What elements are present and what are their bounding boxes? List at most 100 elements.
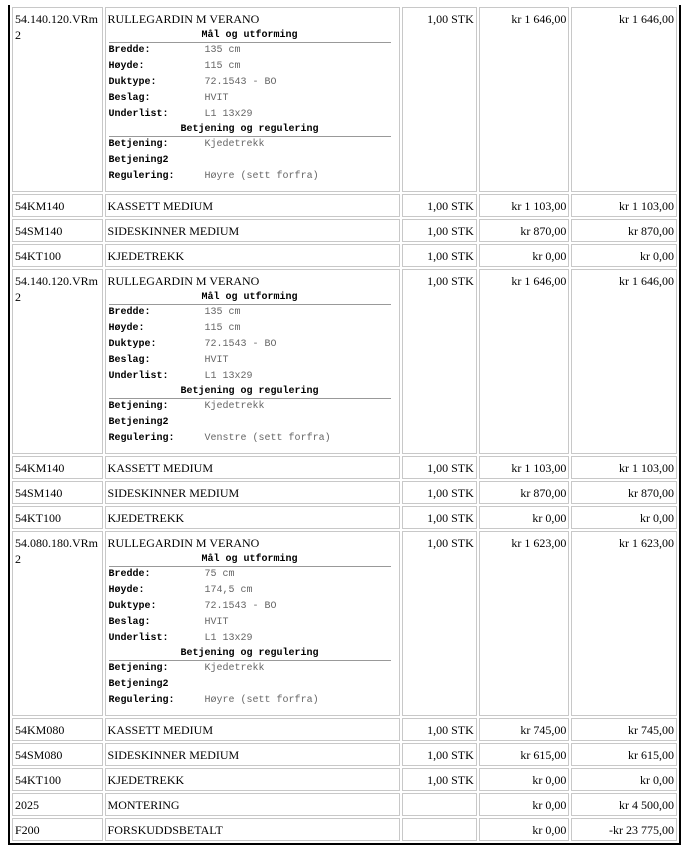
spec-label: Betjening: bbox=[108, 401, 169, 412]
item-description-cell: SIDESKINNER MEDIUM bbox=[104, 743, 401, 766]
item-unit-price: kr 1 103,00 bbox=[478, 194, 570, 217]
order-line-row: 54.140.120.VRm2 RULLEGARDIN M VERANO Mål o… bbox=[12, 7, 677, 192]
spec-row: Betjening: Kjedetrekk bbox=[109, 137, 391, 154]
item-unit-price: kr 0,00 bbox=[478, 818, 570, 841]
spec-value bbox=[205, 677, 391, 693]
spec-label: Betjening2 bbox=[108, 155, 169, 166]
spec-label: Beslag: bbox=[108, 617, 151, 628]
item-description-cell: KJEDETREKK bbox=[104, 506, 401, 529]
spec-row: Underlist: L1 13x29 bbox=[109, 631, 391, 647]
spec-row: Duktype: 72.1543 - BO bbox=[109, 75, 391, 91]
spec-row: Betjening2 bbox=[109, 677, 391, 693]
item-line-total: kr 4 500,00 bbox=[571, 793, 677, 816]
order-line-row: 54SM140 SIDESKINNER MEDIUM 1,00 STK kr 870,… bbox=[12, 219, 677, 242]
item-description: RULLEGARDIN M VERANO bbox=[107, 12, 260, 26]
item-code: 54SM140 bbox=[12, 219, 103, 242]
item-quantity: 1,00 STK bbox=[402, 743, 477, 766]
item-code: F200 bbox=[12, 818, 103, 841]
order-line-row: 54KM080 KASSETT MEDIUM 1,00 STK kr 745,00 kr… bbox=[12, 718, 677, 741]
item-line-total: kr 1 646,00 bbox=[571, 269, 677, 454]
item-quantity: 1,00 STK bbox=[402, 768, 477, 791]
item-quantity: 1,00 STK bbox=[402, 506, 477, 529]
spec-value: Kjedetrekk bbox=[204, 663, 265, 674]
spec-label: Underlist: bbox=[108, 633, 169, 644]
item-description-cell: KASSETT MEDIUM bbox=[104, 456, 401, 479]
spec-label: Betjening: bbox=[108, 663, 169, 674]
item-description: KJEDETREKK bbox=[107, 773, 185, 787]
item-quantity bbox=[402, 818, 477, 841]
item-code: 54SM080 bbox=[12, 743, 103, 766]
item-line-total: kr 0,00 bbox=[571, 768, 677, 791]
spec-row: Bredde: 135 cm bbox=[109, 305, 391, 322]
order-line-row: 54KM140 KASSETT MEDIUM 1,00 STK kr 1 103,00… bbox=[12, 194, 677, 217]
order-line-row: F200 FORSKUDDSBETALT kr 0,00 -kr 23 775,00 bbox=[12, 818, 677, 841]
spec-label: Bredde: bbox=[108, 307, 151, 318]
item-line-total: kr 1 103,00 bbox=[571, 456, 677, 479]
item-description: MONTERING bbox=[107, 798, 180, 812]
spec-value: HVIT bbox=[204, 93, 229, 104]
order-line-row: 54SM140 SIDESKINNER MEDIUM 1,00 STK kr 870,… bbox=[12, 481, 677, 504]
spec-row: Betjening2 bbox=[109, 153, 391, 169]
item-code: 54KM140 bbox=[12, 456, 103, 479]
item-description-cell: FORSKUDDSBETALT bbox=[104, 818, 401, 841]
spec-label: Høyde: bbox=[108, 585, 145, 596]
item-unit-price: kr 0,00 bbox=[478, 506, 570, 529]
spec-value: L1 13x29 bbox=[204, 633, 253, 644]
item-unit-price: kr 0,00 bbox=[478, 244, 570, 267]
spec-row: Underlist: L1 13x29 bbox=[109, 107, 391, 123]
item-unit-price: kr 745,00 bbox=[478, 718, 570, 741]
item-description: KASSETT MEDIUM bbox=[107, 461, 213, 475]
spec-value: 72.1543 - BO bbox=[204, 601, 277, 612]
order-line-row: 54.080.180.VRm2 RULLEGARDIN M VERANO Mål o… bbox=[12, 531, 677, 716]
spec-label: Betjening: bbox=[108, 139, 169, 150]
spec-value: Venstre (sett forfra) bbox=[204, 433, 331, 444]
item-description: RULLEGARDIN M VERANO bbox=[107, 274, 260, 288]
spec-value bbox=[205, 153, 391, 169]
spec-row: Regulering: Høyre (sett forfra) bbox=[109, 169, 391, 185]
spec-table: Mål og utforming Bredde: 75 cm Høyde: 174,5 … bbox=[108, 553, 391, 709]
order-line-row: 2025 MONTERING kr 0,00 kr 4 500,00 bbox=[12, 793, 677, 816]
spec-row: Underlist: L1 13x29 bbox=[109, 369, 391, 385]
spec-row: Betjening: Kjedetrekk bbox=[109, 661, 391, 678]
spec-value: Høyre (sett forfra) bbox=[204, 695, 319, 706]
item-code: 54KT100 bbox=[12, 506, 103, 529]
item-line-total: kr 615,00 bbox=[571, 743, 677, 766]
item-description: FORSKUDDSBETALT bbox=[107, 823, 223, 837]
item-code: 54KT100 bbox=[12, 768, 103, 791]
spec-row: Bredde: 75 cm bbox=[109, 567, 391, 584]
spec-row: Beslag: HVIT bbox=[109, 615, 391, 631]
spec-section-heading: Betjening og regulering bbox=[108, 385, 391, 399]
spec-label: Bredde: bbox=[108, 45, 151, 56]
spec-label: Beslag: bbox=[108, 355, 151, 366]
spec-value: 174,5 cm bbox=[204, 585, 253, 596]
spec-value: HVIT bbox=[204, 355, 229, 366]
item-line-total: kr 745,00 bbox=[571, 718, 677, 741]
order-line-row: 54KM140 KASSETT MEDIUM 1,00 STK kr 1 103,00… bbox=[12, 456, 677, 479]
spec-value: 115 cm bbox=[204, 61, 241, 72]
spec-row: Høyde: 115 cm bbox=[109, 321, 391, 337]
spec-label: Regulering: bbox=[108, 695, 175, 706]
spec-label: Duktype: bbox=[108, 601, 157, 612]
item-quantity bbox=[402, 793, 477, 816]
item-quantity: 1,00 STK bbox=[402, 194, 477, 217]
item-quantity: 1,00 STK bbox=[402, 269, 477, 454]
spec-section-heading: Mål og utforming bbox=[108, 29, 391, 43]
item-line-total: -kr 23 775,00 bbox=[571, 818, 677, 841]
spec-value: L1 13x29 bbox=[204, 371, 253, 382]
item-unit-price: kr 1 646,00 bbox=[478, 7, 570, 192]
item-description: SIDESKINNER MEDIUM bbox=[107, 486, 240, 500]
item-description: KJEDETREKK bbox=[107, 511, 185, 525]
order-lines-table: 54.140.120.VRm2 RULLEGARDIN M VERANO Mål o… bbox=[8, 5, 681, 845]
item-quantity: 1,00 STK bbox=[402, 7, 477, 192]
spec-value: 135 cm bbox=[204, 307, 241, 318]
item-description-cell: SIDESKINNER MEDIUM bbox=[104, 219, 401, 242]
spec-row: Høyde: 115 cm bbox=[109, 59, 391, 75]
spec-section-heading: Mål og utforming bbox=[108, 553, 391, 567]
item-quantity: 1,00 STK bbox=[402, 219, 477, 242]
spec-label: Betjening2 bbox=[108, 679, 169, 690]
spec-value: Kjedetrekk bbox=[204, 401, 265, 412]
item-quantity: 1,00 STK bbox=[402, 531, 477, 716]
spec-label: Duktype: bbox=[108, 77, 157, 88]
item-line-total: kr 870,00 bbox=[571, 481, 677, 504]
spec-value bbox=[205, 415, 391, 431]
